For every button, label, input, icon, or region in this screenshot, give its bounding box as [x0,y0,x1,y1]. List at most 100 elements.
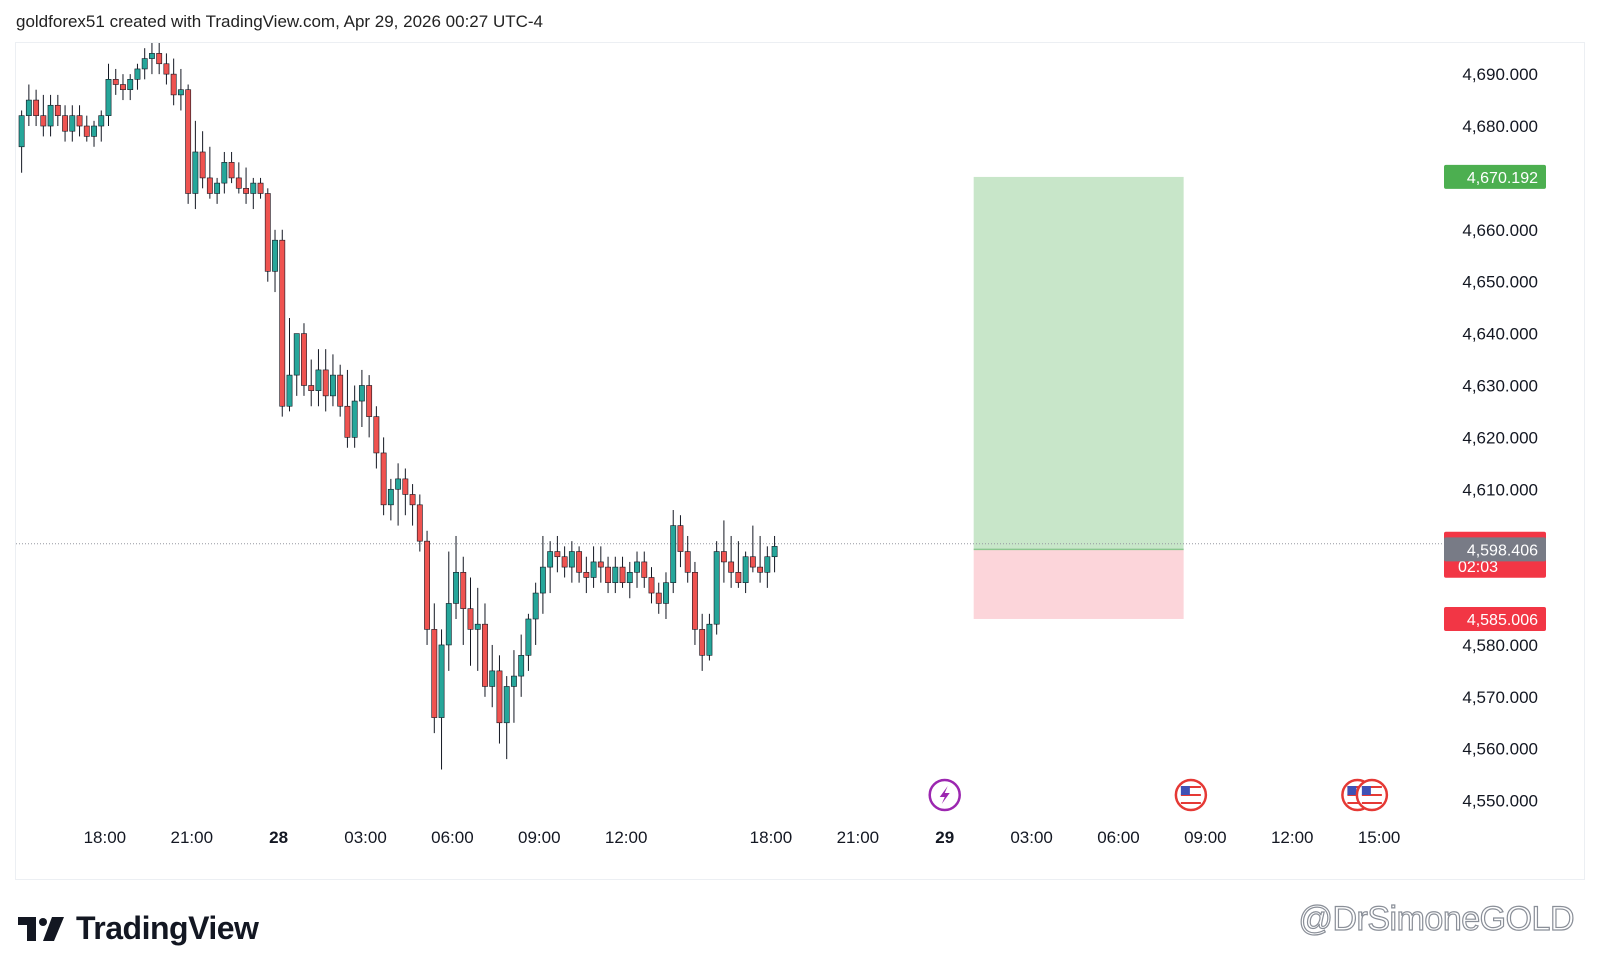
candle[interactable] [445,551,452,671]
candle[interactable] [250,177,257,210]
candle[interactable] [713,541,720,635]
candle[interactable] [395,463,402,526]
candle[interactable] [293,333,300,396]
candle[interactable] [634,551,640,588]
candle[interactable] [351,385,358,448]
candle[interactable] [706,613,713,661]
candle[interactable] [344,369,351,448]
candle[interactable] [424,530,430,645]
candle[interactable] [25,84,32,127]
candle[interactable] [547,541,554,594]
candle[interactable] [228,151,235,184]
candle[interactable] [199,131,206,189]
candle[interactable] [720,520,727,583]
candle[interactable] [626,561,633,599]
candle[interactable] [576,546,583,583]
target-zone[interactable] [973,176,1184,550]
candle[interactable] [192,120,199,210]
candle[interactable] [112,68,119,95]
candle[interactable] [91,120,97,147]
candle[interactable] [525,613,532,671]
candle[interactable] [482,603,488,697]
candle[interactable] [728,535,735,588]
candle[interactable] [83,115,90,142]
candle[interactable] [62,105,68,142]
candle[interactable] [330,354,336,407]
candle[interactable] [170,58,177,106]
candle[interactable] [612,556,619,594]
target-price-tag[interactable]: 4,670.192 [1444,164,1546,189]
candle[interactable] [54,94,61,127]
candle[interactable] [257,177,264,199]
candle[interactable] [286,318,293,412]
candlestick-chart[interactable]: 4,690.000 4,680.000 4,660.000 4,650.000 4,64… [16,43,1584,879]
candle[interactable] [438,629,445,770]
candle[interactable] [387,478,394,521]
candle[interactable] [120,74,126,101]
candle[interactable] [467,577,474,666]
candle[interactable] [757,535,764,583]
candle[interactable] [655,582,662,614]
candle[interactable] [518,634,525,697]
candle[interactable] [177,68,184,111]
candle[interactable] [641,551,648,588]
candle[interactable] [47,94,54,137]
candle[interactable] [69,105,76,142]
candle[interactable] [301,323,307,396]
candle[interactable] [315,349,322,407]
candle[interactable] [503,676,510,760]
candle[interactable] [670,510,677,594]
candle[interactable] [496,655,503,744]
candle[interactable] [590,546,597,588]
candle[interactable] [684,535,691,583]
candle[interactable] [141,48,148,80]
candle[interactable] [98,110,105,142]
candle[interactable] [243,167,249,204]
candle[interactable] [105,63,112,127]
candle[interactable] [366,375,373,438]
candle[interactable] [272,229,278,293]
candle[interactable] [221,151,228,194]
candle[interactable] [134,63,141,90]
us-flag-icon[interactable] [1174,778,1208,812]
candle[interactable] [185,84,192,204]
candle[interactable] [409,484,416,526]
candle[interactable] [214,177,221,204]
candle[interactable] [149,43,155,75]
candle[interactable] [619,556,626,588]
candle[interactable] [489,644,496,708]
candle[interactable] [605,556,611,594]
candle[interactable] [235,162,242,194]
candle[interactable] [322,349,329,412]
chart-area[interactable]: 4,690.000 4,680.000 4,660.000 4,650.000 4,64… [15,42,1585,880]
candle[interactable] [279,229,286,417]
candle[interactable] [561,546,568,578]
candle[interactable] [18,110,25,173]
candle[interactable] [742,551,749,594]
candle[interactable] [663,572,669,619]
candle[interactable] [373,406,380,469]
candle[interactable] [583,556,590,594]
candle[interactable] [764,546,771,588]
stop-price-tag[interactable]: 4,585.006 [1444,606,1546,631]
us-flag-icon[interactable] [1355,778,1389,812]
candle[interactable] [127,74,134,101]
candle[interactable] [539,535,546,614]
candle[interactable] [416,494,423,552]
candle[interactable] [156,43,163,75]
candle[interactable] [511,650,517,723]
candle[interactable] [677,515,684,568]
candle[interactable] [532,582,539,645]
stop-loss-zone[interactable] [973,549,1184,619]
candle[interactable] [460,556,467,645]
candle[interactable] [264,188,271,282]
candle[interactable] [76,105,83,137]
candle[interactable] [206,146,213,199]
candle[interactable] [474,587,481,671]
candle[interactable] [358,369,365,427]
candle[interactable] [692,561,698,645]
tradingview-logo[interactable]: TradingView [18,910,259,947]
candle[interactable] [597,546,604,583]
candle[interactable] [40,94,47,137]
candle[interactable] [568,541,575,583]
